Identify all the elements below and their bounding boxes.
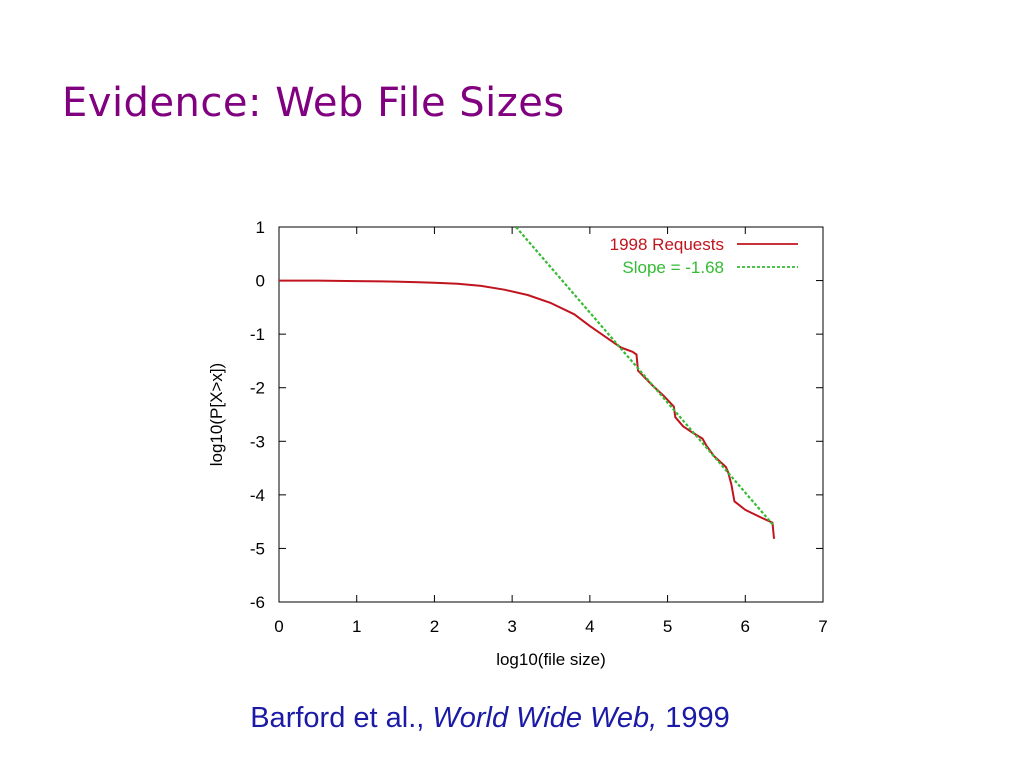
y-tick-label: -4: [250, 486, 265, 505]
legend: 1998 Requests Slope = -1.68: [610, 235, 798, 277]
x-tick-label: 1: [352, 617, 361, 636]
series-layer: [279, 227, 775, 539]
x-axis-label: log10(file size): [496, 650, 606, 669]
y-tick-label: -5: [250, 539, 265, 558]
series-line-0: [279, 279, 775, 539]
y-tick-label: -3: [250, 432, 265, 451]
x-tick-label: 0: [274, 617, 283, 636]
axis-tick-labels: 0 1 2 3 4 5 6 7 1 0 -1 -2 -3 -4 -5 -6: [250, 218, 828, 636]
y-tick-label: -6: [250, 593, 265, 612]
y-axis-label: log10(P[X>x]): [207, 363, 226, 466]
citation-journal: World Wide Web,: [432, 702, 658, 734]
x-tick-label: 2: [430, 617, 439, 636]
legend-label-1: Slope = -1.68: [622, 258, 724, 277]
slide-title: Evidence: Web File Sizes: [62, 80, 565, 126]
ccdf-chart: 0 1 2 3 4 5 6 710-1-2-3-4-5-6 log10(file size) …: [207, 218, 828, 669]
x-tick-label: 5: [663, 617, 672, 636]
axis-ticks: [278, 226, 824, 603]
x-tick-label: 7: [818, 617, 827, 636]
y-tick-label: -2: [250, 379, 265, 398]
citation-year: 1999: [657, 702, 730, 734]
x-tick-label: 4: [585, 617, 594, 636]
y-tick-label: -1: [250, 325, 265, 344]
series-line-1: [515, 227, 775, 527]
plot-frame: [278, 226, 824, 603]
citation-authors: Barford et al.,: [250, 702, 433, 734]
legend-label-0: 1998 Requests: [610, 235, 724, 254]
y-tick-label: 0: [256, 272, 265, 291]
citation: Barford et al., World Wide Web, 1999: [0, 702, 980, 735]
x-tick-label: 6: [741, 617, 750, 636]
y-tick-label: 1: [256, 218, 265, 237]
x-tick-label: 3: [507, 617, 516, 636]
